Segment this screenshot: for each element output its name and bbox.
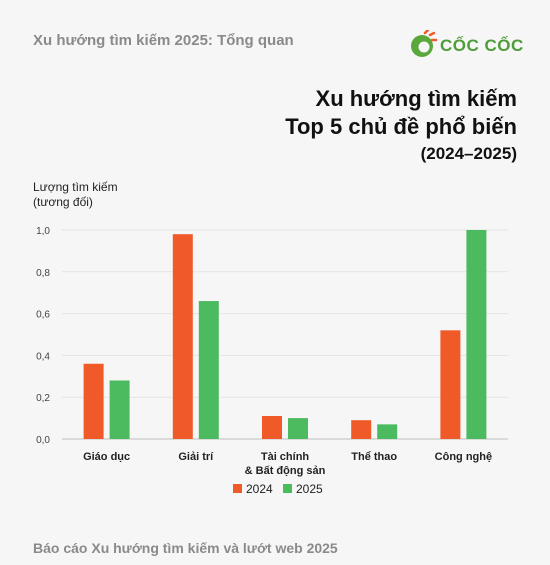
bar-2025 (109, 380, 130, 439)
bar-2025 (377, 424, 398, 439)
legend-label-2025: 2025 (296, 482, 323, 496)
coccoc-logo-icon (411, 28, 438, 57)
chart-title: Xu hướng tìm kiếm Top 5 chủ đề phổ biến … (285, 85, 517, 167)
y-tick-label: 1,0 (36, 226, 50, 237)
chart-title-line-3: (2024–2025) (420, 144, 517, 163)
y-tick-label: 0,8 (36, 268, 50, 279)
x-tick-label: Thể thao (351, 451, 397, 463)
report-caption: Xu hướng tìm kiếm 2025: Tổng quan (33, 32, 294, 49)
x-tick-label: Công nghệ (435, 451, 492, 463)
coccoc-logo: CỐC CỐC (408, 28, 523, 60)
brand-name: CỐC CỐC (440, 36, 524, 55)
chart-title-line-2: Top 5 chủ đề phổ biến (285, 114, 517, 139)
footer-caption: Báo cáo Xu hướng tìm kiếm và lướt web 20… (33, 540, 338, 556)
bar-2024 (351, 420, 372, 439)
x-tick-label: Tài chính (261, 451, 310, 463)
chart-title-line-1: Xu hướng tìm kiếm (315, 86, 517, 111)
x-tick-label: & Bất động sản (245, 465, 326, 477)
y-tick-label: 0,0 (36, 435, 50, 446)
y-axis-label-line-2: (tương đối) (33, 195, 93, 209)
bar-2024 (83, 363, 104, 439)
bar-2025 (288, 418, 308, 439)
x-tick-label: Giáo dục (83, 451, 130, 463)
bar-2024 (172, 234, 193, 439)
legend-label-2024: 2024 (246, 482, 273, 496)
y-tick-label: 0,4 (36, 351, 50, 362)
y-tick-label: 0,6 (36, 310, 50, 321)
bar-2024 (440, 330, 461, 439)
y-axis-label: Lượng tìm kiếm (tương đối) (33, 180, 118, 210)
bar-2024 (262, 416, 282, 439)
x-tick-label: Giải trí (178, 451, 214, 463)
bar-2025 (466, 230, 487, 439)
legend-swatch-2025 (283, 484, 292, 493)
legend-swatch-2024 (233, 484, 242, 493)
y-tick-label: 0,2 (36, 393, 50, 404)
y-axis-label-line-1: Lượng tìm kiếm (33, 180, 118, 194)
bar-2025 (198, 301, 219, 439)
